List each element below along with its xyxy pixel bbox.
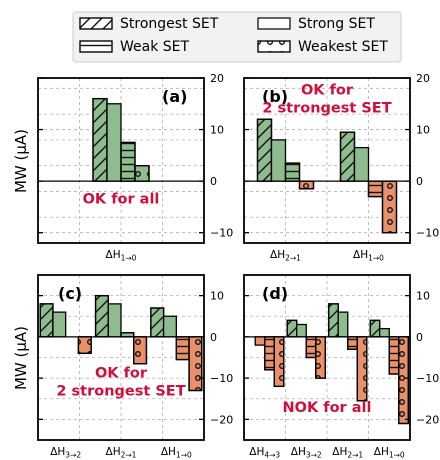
x-tick-label: ΔH3→2 xyxy=(291,446,322,460)
bar-pattern xyxy=(315,336,326,379)
bar-pattern xyxy=(77,336,92,355)
x-tick-label: ΔH1→0 xyxy=(353,249,384,263)
bar-pattern xyxy=(356,336,368,402)
panel-3: ΔH3→2 ΔH2→1 ΔH1→0 −20 −10 0 10 (c) OK for 2 stron… xyxy=(37,274,233,460)
bar-pattern xyxy=(175,336,190,361)
x-tick-label: ΔH1→0 xyxy=(106,249,137,263)
bar xyxy=(270,139,287,182)
annotation-text: OK for xyxy=(301,83,354,99)
bar-pattern xyxy=(367,180,384,198)
bar xyxy=(379,327,390,338)
panel-frame xyxy=(243,77,411,244)
panel-frame xyxy=(37,274,205,441)
bar-pattern xyxy=(339,131,356,182)
x-tick-label: ΔH3→2 xyxy=(50,446,81,460)
bar-pattern xyxy=(150,307,165,338)
y-tick-label: 0 xyxy=(210,331,217,344)
annotation-text: NOK for all xyxy=(283,400,372,416)
bar-pattern xyxy=(388,336,400,375)
legend: Strongest SET Strong SET Weak SET Weakes… xyxy=(72,11,402,63)
bar xyxy=(106,103,122,182)
bar xyxy=(353,146,370,182)
y-tick-label: 0 xyxy=(416,331,423,344)
bar xyxy=(162,315,177,338)
bar-pattern xyxy=(328,303,339,338)
panel-4: ΔH4→3 ΔH3→2 ΔH2→1 ΔH1→0 −20 −10 0 10 (d) NOK for … xyxy=(243,274,439,460)
legend-swatch-strongest-pattern xyxy=(79,17,113,30)
y-tick-label: −10 xyxy=(416,372,439,385)
bar-pattern xyxy=(94,294,109,338)
x-tick-label: ΔH1→0 xyxy=(161,446,192,460)
legend-label-weakest: Weakest SET xyxy=(298,39,388,55)
bar-pattern xyxy=(256,118,273,182)
annotation-text: 2 strongest SET xyxy=(56,383,185,399)
bar-pattern xyxy=(120,141,136,182)
y-axis-label-top: MW (μA) xyxy=(12,129,30,193)
panel-frame xyxy=(37,77,205,244)
panel-label: (d) xyxy=(262,284,288,303)
bar-pattern xyxy=(133,336,148,365)
panel-frame xyxy=(243,274,411,441)
legend-swatch-weakest-pattern xyxy=(257,40,291,53)
panels: ΔH1→0 −10 0 10 20 (a) OK for all ΔH2→1 ΔH1→0 −10 0… xyxy=(37,72,439,460)
bar xyxy=(254,336,266,346)
y-tick-label: −20 xyxy=(210,413,233,426)
bar-pattern xyxy=(264,336,275,371)
bar-pattern xyxy=(273,336,285,388)
panel-2: ΔH2→1 ΔH1→0 −10 0 10 20 (b) OK for 2 strongest S… xyxy=(243,72,439,263)
y-tick-label: −20 xyxy=(416,413,439,426)
panel-1: ΔH1→0 −10 0 10 20 (a) OK for all xyxy=(37,72,233,263)
annotation-text: 2 strongest SET xyxy=(262,101,391,117)
x-tick-label: ΔH1→0 xyxy=(374,446,405,460)
legend-label-weak: Weak SET xyxy=(120,39,190,55)
y-tick-label: 10 xyxy=(210,290,224,303)
y-tick-label: 0 xyxy=(210,175,217,188)
legend-label-strong: Strong SET xyxy=(298,16,375,32)
bar-pattern xyxy=(134,165,150,182)
bar xyxy=(296,323,307,338)
panel-label: (a) xyxy=(162,87,187,106)
y-tick-label: 10 xyxy=(210,124,224,137)
y-tick-label: 20 xyxy=(210,72,224,85)
bar-pattern xyxy=(92,97,108,182)
bar-pattern xyxy=(39,303,54,338)
y-axis-label-bottom: MW (μA) xyxy=(12,326,30,390)
legend-swatch-strong xyxy=(257,17,291,30)
panel-label: (c) xyxy=(58,284,82,303)
y-tick-label: −10 xyxy=(210,227,233,240)
annotation-text: OK for xyxy=(95,365,148,381)
bar-pattern xyxy=(286,319,298,338)
legend-frame xyxy=(72,11,402,63)
bar xyxy=(107,303,122,338)
bar-pattern xyxy=(284,162,301,182)
bar-pattern xyxy=(347,336,358,350)
y-tick-label: 0 xyxy=(416,175,423,188)
y-tick-label: 10 xyxy=(416,124,430,137)
bar-pattern xyxy=(381,180,398,234)
y-tick-label: 10 xyxy=(416,290,430,303)
panel-label: (b) xyxy=(262,87,288,106)
x-tick-label: ΔH2→1 xyxy=(332,446,363,460)
bar-pattern xyxy=(398,336,409,425)
x-tick-label: ΔH4→3 xyxy=(249,446,280,460)
y-tick-label: −10 xyxy=(416,227,439,240)
bar-pattern xyxy=(188,336,203,392)
bar-pattern xyxy=(305,336,317,359)
y-tick-label: 20 xyxy=(416,72,430,85)
bar-pattern xyxy=(298,180,315,190)
bar xyxy=(52,311,67,338)
x-tick-label: ΔH2→1 xyxy=(270,249,301,263)
annotation-text: OK for all xyxy=(83,191,160,207)
y-tick-label: −10 xyxy=(210,372,233,385)
legend-label-strongest: Strongest SET xyxy=(120,16,219,32)
x-tick-label: ΔH2→1 xyxy=(106,446,137,460)
legend-swatch-weak-pattern xyxy=(79,40,113,53)
bar xyxy=(337,311,349,338)
bar-pattern xyxy=(369,319,381,338)
